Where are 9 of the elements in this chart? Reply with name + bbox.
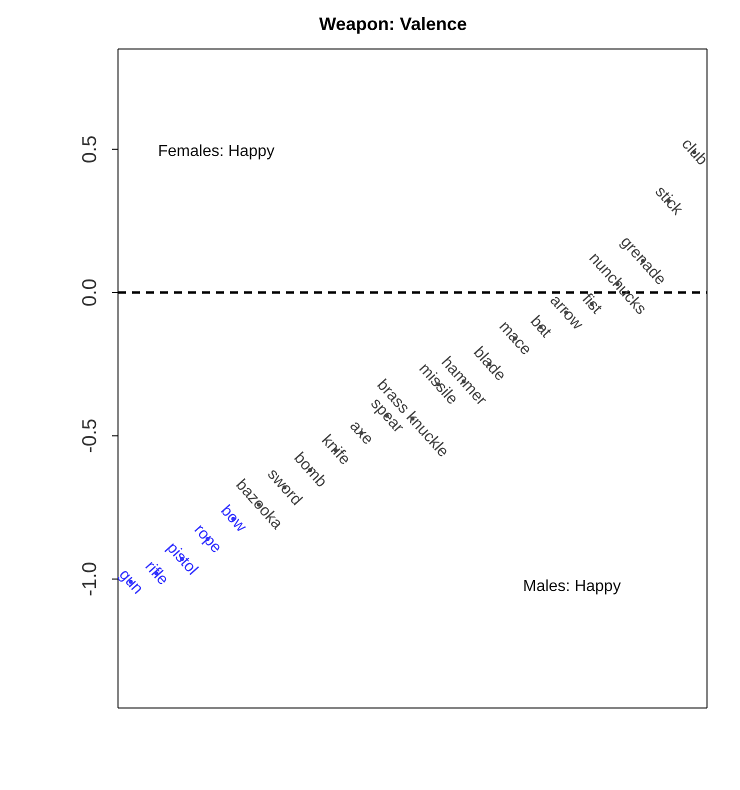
y-tick-label: -1.0 xyxy=(79,562,101,596)
y-tick-label: 0.0 xyxy=(79,278,101,306)
y-tick-label: -0.5 xyxy=(79,418,101,454)
annotation: Males: Happy xyxy=(523,578,621,596)
chart-title: Weapon: Valence xyxy=(318,14,468,35)
y-tick-label: 0.5 xyxy=(79,135,101,164)
data-label: club xyxy=(678,136,710,169)
annotation: Females: Happy xyxy=(158,143,274,161)
data-label: bat xyxy=(526,312,555,342)
